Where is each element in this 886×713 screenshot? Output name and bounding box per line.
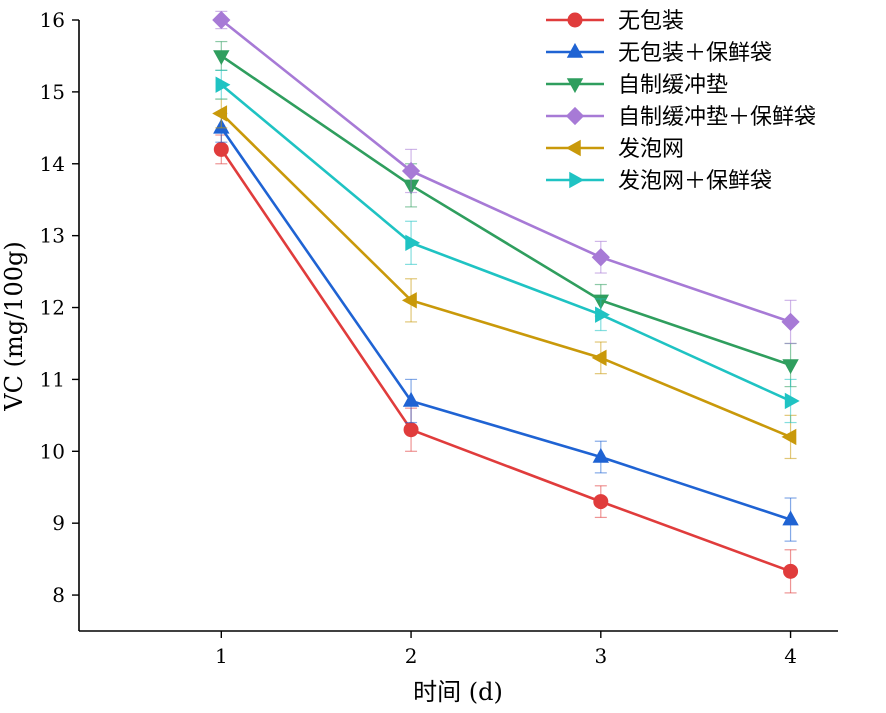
legend-item: 发泡网＋保鲜袋 [546,169,772,194]
y-tick-label: 12 [40,296,65,320]
data-point [591,248,610,267]
legend-item: 自制缓冲垫＋保鲜袋 [546,105,816,130]
data-point [405,234,421,252]
data-point [593,494,609,510]
legend-label: 发泡网 [618,137,684,162]
legend-label: 无包装 [618,9,684,34]
legend-label: 自制缓冲垫 [618,73,728,98]
series-1 [213,112,799,542]
data-point [783,563,799,579]
series-0 [213,134,799,594]
legend-item: 自制缓冲垫 [546,73,728,98]
axes [78,20,838,632]
y-axis-label: VC (mg/100g) [0,241,28,411]
data-point [402,391,420,407]
y-tick-label: 8 [52,583,65,607]
data-point [212,10,231,30]
legend-marker [569,171,585,189]
data-point [213,141,229,157]
legend-marker [567,12,583,28]
data-point [215,76,231,93]
series-line [220,54,791,367]
data-point [401,292,417,309]
series-line [220,18,791,324]
data-point [782,510,799,526]
data-point [781,312,800,332]
series-5 [215,69,800,424]
data-point [212,105,228,122]
series-3 [212,10,800,345]
legend-item: 发泡网 [546,137,684,162]
y-ticks: 8 9 10 11 12 13 14 15 16 [40,8,79,607]
data-point [782,359,799,375]
legend-marker [566,78,584,94]
data-point [403,422,419,438]
data-point [781,428,797,446]
y-tick-label: 13 [40,224,65,248]
x-tick-label: 3 [594,644,607,668]
data-point [213,50,230,66]
legend-label: 无包装＋保鲜袋 [618,41,772,66]
series-line [220,112,792,439]
series-line [220,148,792,573]
legend-label: 自制缓冲垫＋保鲜袋 [618,105,816,130]
legend-marker [565,139,581,157]
y-tick-label: 14 [40,152,65,176]
y-tick-label: 10 [40,439,65,463]
data-point [784,392,800,410]
x-tick-label: 4 [784,644,797,668]
series-line [220,83,792,403]
legend-label: 发泡网＋保鲜袋 [618,169,772,194]
x-tick-label: 2 [405,644,418,668]
y-tick-label: 9 [52,511,65,535]
y-tick-label: 11 [40,367,65,391]
legend-item: 无包装＋保鲜袋 [546,41,772,66]
x-axis-label: 时间 (d) [413,678,503,706]
data-point [595,306,610,323]
x-ticks: 1 2 3 4 [215,631,797,668]
y-tick-label: 16 [40,8,65,32]
series-line [220,127,791,521]
legend-marker [565,106,585,126]
data-point [592,447,610,463]
legend-marker [566,42,584,58]
series-layer [212,10,800,594]
y-tick-label: 15 [40,80,65,104]
legend-item: 无包装 [546,9,684,34]
x-tick-label: 1 [215,644,228,668]
data-point [591,349,607,367]
data-point [401,161,421,181]
series-4 [212,98,797,460]
